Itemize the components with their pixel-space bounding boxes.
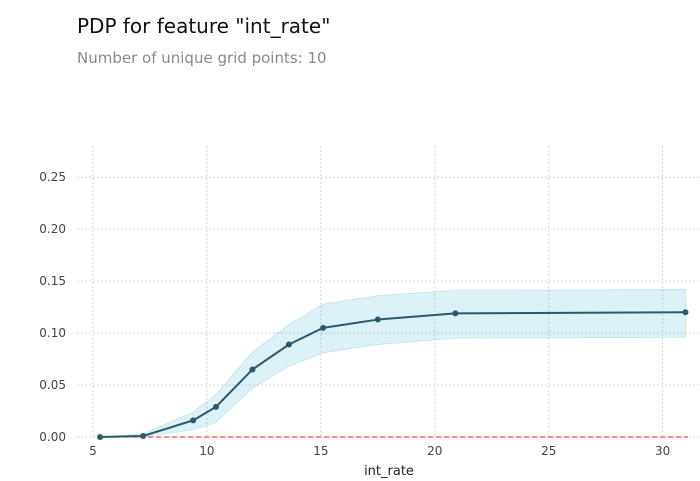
- pdp-point: [320, 324, 327, 331]
- pdp-point: [452, 310, 459, 317]
- y-tick-label: 0.05: [39, 378, 66, 392]
- chart-subtitle: Number of unique grid points: 10: [77, 49, 327, 67]
- x-tick-label: 20: [427, 444, 442, 458]
- grid: [77, 146, 700, 438]
- y-tick-label: 0.10: [39, 326, 66, 340]
- pdp-point: [97, 434, 104, 440]
- y-tick-label: 0.15: [39, 274, 66, 288]
- chart-title: PDP for feature "int_rate": [77, 14, 331, 38]
- pdp-point: [682, 309, 689, 316]
- pdp-point: [285, 341, 292, 348]
- pdp-point: [374, 316, 381, 323]
- x-tick-label: 30: [655, 444, 670, 458]
- pdp-point: [140, 432, 147, 439]
- y-tick-label: 0.25: [39, 170, 66, 184]
- confidence-band: [99, 289, 686, 438]
- confidence-band-layer: [99, 289, 686, 438]
- x-tick-label: 10: [199, 444, 214, 458]
- x-tick-label: 5: [89, 444, 97, 458]
- pdp-line: [99, 311, 686, 438]
- x-tick-label: 15: [313, 444, 328, 458]
- x-axis-label: int_rate: [364, 464, 414, 479]
- x-tick-label: 25: [541, 444, 556, 458]
- pdp-point: [249, 366, 256, 373]
- y-axis-ticks: 0.00 0.05 0.10 0.15 0.20 0.25: [39, 170, 66, 444]
- pdp-point: [190, 417, 197, 424]
- series-layer: [97, 309, 689, 440]
- pdp-point: [213, 403, 220, 410]
- y-tick-label: 0.00: [39, 430, 66, 444]
- y-tick-label: 0.20: [39, 222, 66, 236]
- x-axis-ticks: 5 10 15 20 25 30: [89, 444, 670, 458]
